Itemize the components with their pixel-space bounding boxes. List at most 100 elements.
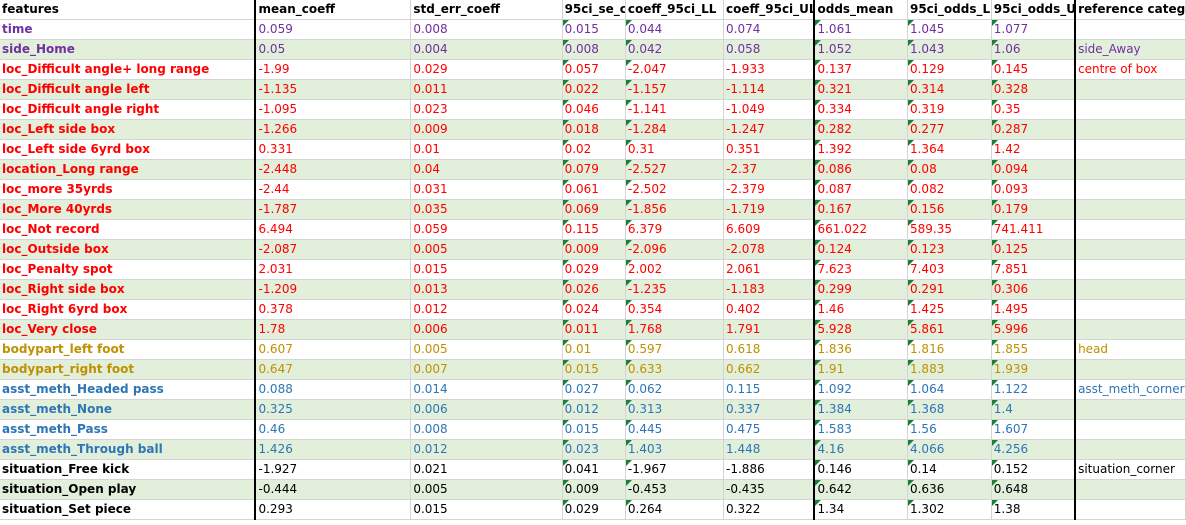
- value-cell[interactable]: 0.04: [410, 159, 563, 180]
- value-cell[interactable]: 0.018: [562, 119, 626, 140]
- reference-category-cell[interactable]: head: [1075, 339, 1186, 360]
- value-cell[interactable]: 1.42: [991, 139, 1077, 160]
- value-cell[interactable]: 0.325: [255, 399, 412, 420]
- feature-name-cell[interactable]: situation_Free kick: [0, 459, 257, 480]
- value-cell[interactable]: -1.856: [625, 199, 725, 220]
- value-cell[interactable]: -1.927: [255, 459, 412, 480]
- value-cell[interactable]: -1.157: [625, 79, 725, 100]
- feature-name-cell[interactable]: loc_Right 6yrd box: [0, 299, 257, 320]
- value-cell[interactable]: 1.855: [991, 339, 1077, 360]
- value-cell[interactable]: 1.791: [723, 319, 816, 340]
- value-cell[interactable]: 0.046: [562, 99, 626, 120]
- value-cell[interactable]: -1.266: [255, 119, 412, 140]
- value-cell[interactable]: 0.264: [625, 499, 725, 520]
- value-cell[interactable]: 0.115: [723, 379, 816, 400]
- value-cell[interactable]: -2.37: [723, 159, 816, 180]
- reference-category-cell[interactable]: [1075, 199, 1186, 220]
- value-cell[interactable]: 1.46: [814, 299, 908, 320]
- value-cell[interactable]: 0.293: [255, 499, 412, 520]
- value-cell[interactable]: 0.011: [562, 319, 626, 340]
- value-cell[interactable]: 1.052: [814, 39, 908, 60]
- value-cell[interactable]: 0.005: [410, 339, 563, 360]
- value-cell[interactable]: -2.047: [625, 59, 725, 80]
- value-cell[interactable]: 0.322: [723, 499, 816, 520]
- reference-category-cell[interactable]: [1075, 479, 1186, 500]
- value-cell[interactable]: 0.009: [410, 119, 563, 140]
- value-cell[interactable]: 0.137: [814, 59, 908, 80]
- col-header-odds-mean[interactable]: odds_mean: [814, 0, 908, 20]
- feature-name-cell[interactable]: loc_Left side box: [0, 119, 257, 140]
- value-cell[interactable]: 1.38: [991, 499, 1077, 520]
- reference-category-cell[interactable]: [1075, 99, 1186, 120]
- value-cell[interactable]: -1.787: [255, 199, 412, 220]
- value-cell[interactable]: 0.123: [907, 239, 992, 260]
- value-cell[interactable]: 0.031: [410, 179, 563, 200]
- value-cell[interactable]: 0.337: [723, 399, 816, 420]
- value-cell[interactable]: 0.313: [625, 399, 725, 420]
- value-cell[interactable]: 6.609: [723, 219, 816, 240]
- value-cell[interactable]: 0.061: [562, 179, 626, 200]
- value-cell[interactable]: 1.368: [907, 399, 992, 420]
- value-cell[interactable]: 1.4: [991, 399, 1077, 420]
- reference-category-cell[interactable]: [1075, 179, 1186, 200]
- value-cell[interactable]: 7.623: [814, 259, 908, 280]
- value-cell[interactable]: -1.209: [255, 279, 412, 300]
- value-cell[interactable]: 1.768: [625, 319, 725, 340]
- value-cell[interactable]: -1.095: [255, 99, 412, 120]
- feature-name-cell[interactable]: loc_Penalty spot: [0, 259, 257, 280]
- value-cell[interactable]: 0.088: [255, 379, 412, 400]
- value-cell[interactable]: -2.44: [255, 179, 412, 200]
- value-cell[interactable]: 0.179: [991, 199, 1077, 220]
- reference-category-cell[interactable]: [1075, 319, 1186, 340]
- col-header-95ci-se-coeff[interactable]: 95ci_se_coeff: [562, 0, 626, 20]
- value-cell[interactable]: 6.494: [255, 219, 412, 240]
- value-cell[interactable]: -2.096: [625, 239, 725, 260]
- feature-name-cell[interactable]: loc_Outside box: [0, 239, 257, 260]
- value-cell[interactable]: 0.633: [625, 359, 725, 380]
- value-cell[interactable]: 0.351: [723, 139, 816, 160]
- value-cell[interactable]: 1.34: [814, 499, 908, 520]
- value-cell[interactable]: 0.156: [907, 199, 992, 220]
- feature-name-cell[interactable]: loc_Very close: [0, 319, 257, 340]
- value-cell[interactable]: 0.129: [907, 59, 992, 80]
- value-cell[interactable]: 1.426: [255, 439, 412, 460]
- feature-name-cell[interactable]: situation_Open play: [0, 479, 257, 500]
- feature-name-cell[interactable]: asst_meth_Pass: [0, 419, 257, 440]
- reference-category-cell[interactable]: centre of box: [1075, 59, 1186, 80]
- value-cell[interactable]: 0.015: [562, 19, 626, 40]
- value-cell[interactable]: -1.235: [625, 279, 725, 300]
- value-cell[interactable]: 0.069: [562, 199, 626, 220]
- value-cell[interactable]: 0.306: [991, 279, 1077, 300]
- value-cell[interactable]: 0.029: [562, 499, 626, 520]
- value-cell[interactable]: 0.354: [625, 299, 725, 320]
- reference-category-cell[interactable]: situation_corner: [1075, 459, 1186, 480]
- reference-category-cell[interactable]: [1075, 359, 1186, 380]
- value-cell[interactable]: 1.392: [814, 139, 908, 160]
- col-header-coeff-95ci-ll[interactable]: coeff_95ci_LL: [625, 0, 725, 20]
- value-cell[interactable]: -2.502: [625, 179, 725, 200]
- value-cell[interactable]: 0.015: [562, 419, 626, 440]
- value-cell[interactable]: -2.087: [255, 239, 412, 260]
- value-cell[interactable]: 6.379: [625, 219, 725, 240]
- value-cell[interactable]: -1.967: [625, 459, 725, 480]
- value-cell[interactable]: -1.933: [723, 59, 816, 80]
- feature-name-cell[interactable]: loc_Difficult angle+ long range: [0, 59, 257, 80]
- col-header-95ci-odds-ll[interactable]: 95ci_odds_LL: [907, 0, 992, 20]
- feature-name-cell[interactable]: loc_Left side 6yrd box: [0, 139, 257, 160]
- value-cell[interactable]: 0.01: [410, 139, 563, 160]
- value-cell[interactable]: 0.087: [814, 179, 908, 200]
- reference-category-cell[interactable]: [1075, 119, 1186, 140]
- value-cell[interactable]: 0.328: [991, 79, 1077, 100]
- value-cell[interactable]: -2.379: [723, 179, 816, 200]
- value-cell[interactable]: 0.647: [255, 359, 412, 380]
- col-header-coeff-95ci-ul[interactable]: coeff_95ci_UL: [723, 0, 816, 20]
- value-cell[interactable]: 0.005: [410, 479, 563, 500]
- value-cell[interactable]: 4.256: [991, 439, 1077, 460]
- value-cell[interactable]: 7.851: [991, 259, 1077, 280]
- value-cell[interactable]: 0.074: [723, 19, 816, 40]
- value-cell[interactable]: 0.059: [255, 19, 412, 40]
- value-cell[interactable]: 1.939: [991, 359, 1077, 380]
- col-header-features[interactable]: features: [0, 0, 257, 20]
- value-cell[interactable]: 5.996: [991, 319, 1077, 340]
- value-cell[interactable]: 0.093: [991, 179, 1077, 200]
